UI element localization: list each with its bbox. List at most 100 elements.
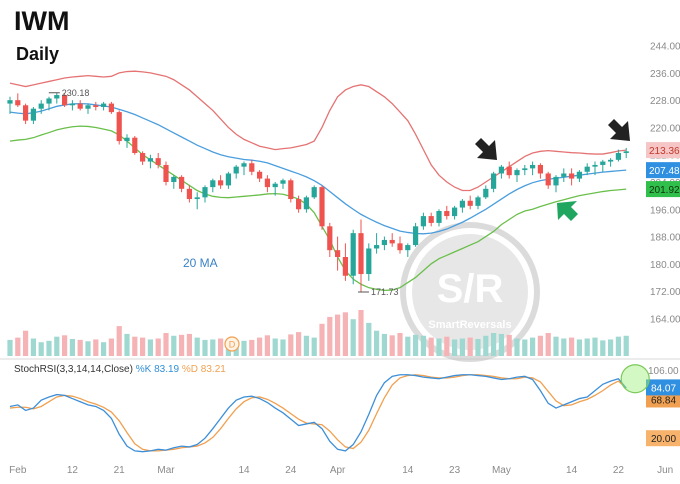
candle-body (288, 180, 294, 200)
candle-body (436, 210, 442, 223)
stoch-badge (646, 379, 680, 396)
candle-body (459, 200, 465, 208)
upper-bollinger-band (9, 70, 627, 192)
volume-bar (397, 333, 403, 356)
volume-bar (108, 338, 114, 356)
candle-body (374, 245, 380, 249)
price-tick-label: 180.00 (650, 260, 680, 271)
volume-bar (15, 337, 21, 356)
volume-bar (413, 334, 419, 356)
volume-bar (475, 338, 481, 356)
volume-bar (335, 314, 341, 356)
price-badge-label: 207.48 (649, 166, 680, 177)
candle-body (420, 216, 426, 227)
volume-bar (23, 330, 29, 356)
candle-body (608, 159, 614, 162)
volume-bar (405, 336, 411, 356)
stoch-rsi-legend: StochRSI(3,3,14,14,Close) %K 83.19 %D 83… (14, 364, 226, 375)
candle-body (272, 183, 278, 188)
highlight-circle (620, 364, 650, 394)
event-marker-label: D (229, 340, 236, 350)
volume-bar (545, 333, 551, 356)
volume-bar (179, 334, 185, 356)
volume-bar (62, 335, 68, 356)
candle-body (163, 164, 169, 182)
candle-body (179, 176, 185, 189)
candle-body (335, 250, 341, 257)
price-badge-label: 201.92 (649, 185, 680, 196)
x-axis-label: 22 (613, 465, 625, 476)
candle-body (615, 153, 621, 160)
swing-low-label: 171.73 (371, 287, 399, 297)
volume-bar (506, 334, 512, 356)
volume-bar (218, 338, 224, 356)
candle-body (553, 176, 559, 186)
volume-bar (584, 338, 590, 356)
candle-body (194, 197, 200, 200)
candle-body (210, 180, 216, 188)
x-axis-label: May (492, 465, 511, 476)
volume-bar (553, 336, 559, 356)
volume-bar (155, 338, 161, 356)
candle-body (186, 188, 192, 200)
event-marker (224, 336, 240, 352)
candle-body (218, 180, 224, 186)
ma-label: 20 MA (183, 256, 218, 270)
candle-body (350, 233, 356, 276)
volume-bar (140, 337, 146, 356)
candle-body (38, 103, 44, 109)
candle-body (467, 200, 473, 206)
volume-bar (69, 338, 75, 356)
volume-bar (600, 340, 606, 356)
candle-body (280, 180, 286, 184)
price-badge-middle-ma (646, 162, 680, 179)
volume-bar (132, 336, 138, 356)
candle-body (397, 243, 403, 251)
volume-bar (366, 322, 372, 356)
volume-bar (272, 338, 278, 356)
price-tick-label: 236.00 (650, 69, 680, 80)
candle-body (569, 173, 575, 179)
volume-bar (569, 337, 575, 356)
volume-bar (358, 310, 364, 356)
volume-bar (467, 337, 473, 356)
volume-bar (280, 339, 286, 356)
volume-bar (124, 333, 130, 356)
candle-body (132, 137, 138, 154)
volume-bar (54, 336, 60, 356)
candle-body (530, 164, 536, 169)
candle-body (54, 95, 60, 99)
candle-body (366, 248, 372, 275)
lower-bollinger-band (9, 125, 627, 292)
candle-body (257, 171, 263, 179)
candle-body (452, 207, 458, 217)
candle-body (62, 95, 68, 106)
x-axis-label: Feb (9, 465, 27, 476)
price-tick-label: 220.00 (650, 123, 680, 134)
candle-body (77, 103, 83, 109)
candle-body (171, 176, 177, 182)
stoch-k-value: 83.19 (154, 364, 180, 375)
volume-bar (77, 339, 83, 356)
candle-body (15, 100, 21, 106)
candle-body (264, 178, 270, 188)
candle-body (545, 173, 551, 186)
volume-bar (311, 337, 317, 356)
volume-bar (483, 335, 489, 356)
candle-body (522, 168, 528, 171)
watermark-logo: S/R SmartReversals (400, 222, 540, 362)
volume-bar (381, 333, 387, 356)
volume-bar (592, 337, 598, 356)
volume-bar (210, 339, 216, 356)
candle-body (358, 233, 364, 275)
candle-body (155, 158, 161, 165)
volume-bar (163, 333, 169, 356)
arrow-down-black (608, 119, 630, 141)
stoch-d-value: 83.21 (200, 364, 226, 375)
volume-bar (615, 336, 621, 356)
volume-bar (608, 339, 614, 356)
volume-bar (30, 338, 36, 356)
stoch-badge (646, 430, 680, 447)
